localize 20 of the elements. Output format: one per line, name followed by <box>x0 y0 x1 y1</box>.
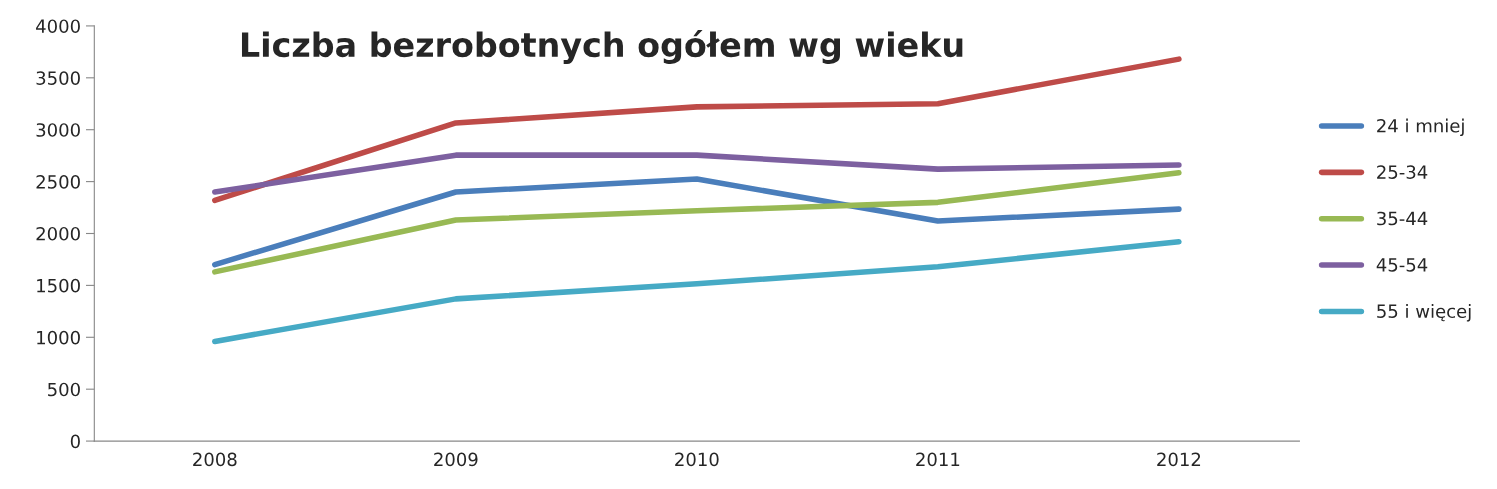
y-tick-label: 4000 <box>36 19 80 34</box>
y-tick-label: 3500 <box>36 71 80 85</box>
x-tick-label: 2009 <box>434 452 478 467</box>
y-tick-label: 1500 <box>37 278 80 293</box>
y-tick-label: 1000 <box>37 330 80 345</box>
y-tick-label: 3000 <box>36 123 80 137</box>
legend-label: 35-44 <box>1377 211 1428 226</box>
legend-label: 55 i więcej <box>1377 304 1471 322</box>
x-tick-label: 2010 <box>675 452 719 467</box>
x-tick-label: 2012 <box>1157 452 1201 467</box>
x-tick-label: 2008 <box>193 452 237 467</box>
chart-title: Liczba bezrobotnych ogółem wg wieku <box>241 30 963 64</box>
y-tick-label: 500 <box>48 382 80 397</box>
y-tick-label: 2000 <box>36 226 80 241</box>
x-tick-label: 2011 <box>916 452 960 467</box>
y-tick-label: 2500 <box>36 175 80 189</box>
legend-label: 45-54 <box>1376 258 1428 272</box>
legend-label: 24 i mniej <box>1377 118 1464 137</box>
y-tick-label: 0 <box>70 434 80 449</box>
legend-label: 25-34 <box>1377 165 1428 179</box>
